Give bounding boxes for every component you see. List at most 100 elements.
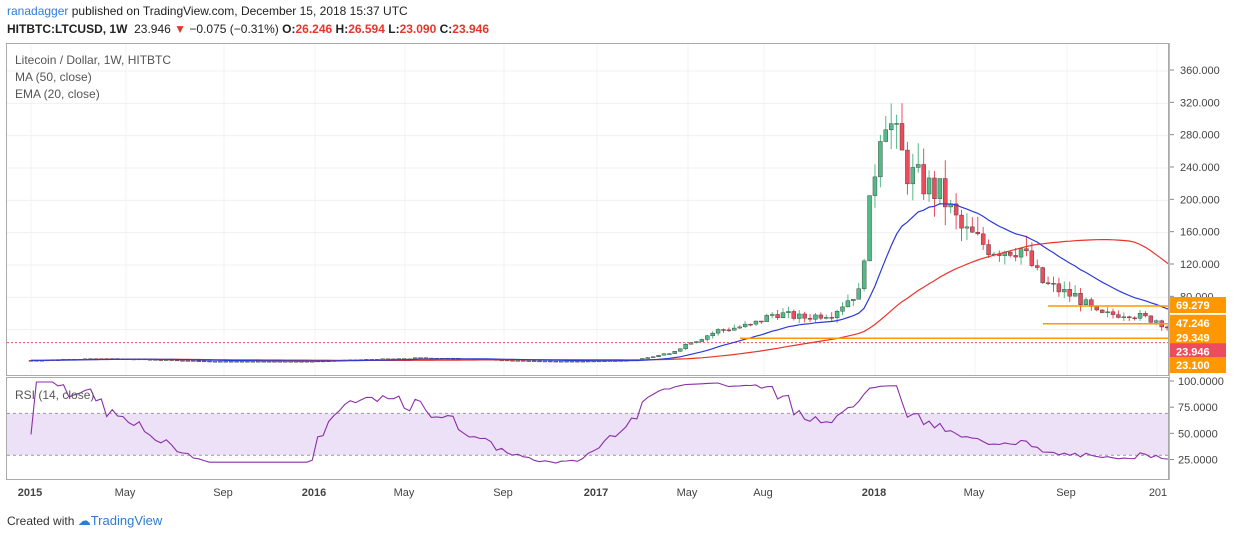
candle bbox=[980, 233, 986, 245]
candle bbox=[1083, 299, 1089, 305]
time-tick-label: 2016 bbox=[302, 487, 326, 499]
time-axis[interactable]: 2015 May Sep 2016 May Sep 2017 May Aug 2018 May Sep… bbox=[0, 481, 1234, 505]
rsi-chart[interactable] bbox=[7, 378, 1211, 479]
candle bbox=[791, 311, 797, 319]
candle bbox=[769, 314, 775, 316]
resistance-tag-69: 69.279 bbox=[1176, 300, 1210, 312]
support-tag-29-bg bbox=[1170, 329, 1226, 346]
rsi-pane[interactable] bbox=[6, 377, 1211, 480]
candle bbox=[721, 329, 726, 331]
candle bbox=[732, 327, 737, 331]
candle bbox=[1137, 312, 1143, 319]
candle bbox=[926, 177, 932, 195]
ohlc-line: HITBTC:LTCUSD, 1W 23.946 ▼ −0.075 (−0.31… bbox=[7, 22, 489, 36]
rsi-tick-label: 25.0000 bbox=[1178, 455, 1218, 467]
candle bbox=[775, 314, 780, 318]
ema-legend: EMA (20, close) bbox=[15, 87, 100, 101]
candle bbox=[759, 320, 764, 323]
candle bbox=[661, 353, 667, 356]
price-pane[interactable] bbox=[6, 43, 1213, 376]
candle bbox=[813, 314, 818, 320]
candle bbox=[726, 329, 732, 332]
candle bbox=[683, 344, 688, 349]
candle bbox=[245, 360, 250, 363]
time-tick-label: Sep bbox=[213, 487, 233, 499]
price-tick-label: 240.000 bbox=[1180, 162, 1220, 174]
candle bbox=[937, 178, 943, 199]
close-value: 23.946 bbox=[452, 22, 489, 36]
tradingview-logo-icon[interactable]: ☁ bbox=[77, 513, 91, 528]
candle bbox=[542, 360, 548, 363]
candle bbox=[537, 360, 542, 363]
candle bbox=[1127, 316, 1132, 319]
price-axis[interactable]: 360.000 320.000 280.000 240.000 200.000 160.0… bbox=[1169, 43, 1228, 480]
time-tick-label: 2018 bbox=[862, 487, 886, 499]
time-tick-label: 2017 bbox=[584, 487, 608, 499]
ma-50-line bbox=[30, 239, 1211, 361]
time-tick-label: 201 bbox=[1149, 487, 1167, 499]
chart-title: Litecoin / Dollar, 1W, HITBTC bbox=[15, 53, 172, 67]
candle bbox=[878, 141, 883, 178]
candle bbox=[667, 353, 672, 355]
time-tick-label: May bbox=[677, 487, 698, 499]
candle bbox=[867, 195, 872, 262]
candle bbox=[1116, 314, 1121, 318]
candle bbox=[916, 164, 921, 168]
low-value: 23.090 bbox=[399, 22, 437, 36]
candle bbox=[905, 149, 910, 185]
candle bbox=[1072, 293, 1078, 297]
candle bbox=[802, 313, 807, 319]
candle bbox=[699, 339, 705, 342]
candle bbox=[872, 176, 878, 196]
resistance-tag-69-bg bbox=[1170, 296, 1226, 313]
candle bbox=[883, 129, 888, 142]
candle bbox=[932, 177, 937, 199]
candle bbox=[1094, 306, 1099, 311]
rsi-legend: RSI (14, close) bbox=[15, 388, 95, 402]
candle bbox=[1067, 289, 1072, 297]
candle bbox=[899, 123, 905, 151]
candle bbox=[580, 360, 586, 363]
candle bbox=[185, 360, 191, 362]
tradingview-brand[interactable]: TradingView bbox=[90, 513, 163, 528]
candle bbox=[964, 226, 970, 229]
candle bbox=[196, 360, 201, 363]
time-tick-label: Aug bbox=[753, 487, 773, 499]
candle bbox=[1132, 317, 1137, 320]
candle bbox=[921, 164, 926, 195]
candle bbox=[526, 360, 531, 362]
rsi-tick-label: 50.0000 bbox=[1178, 428, 1218, 440]
candle bbox=[256, 360, 261, 363]
candle bbox=[1029, 250, 1035, 266]
last-price: 23.946 bbox=[134, 22, 171, 36]
candle bbox=[218, 360, 223, 363]
resistance-tag-47: 47.246 bbox=[1176, 318, 1210, 330]
candle bbox=[239, 360, 245, 363]
open-value: 26.246 bbox=[295, 22, 333, 36]
time-tick-label: May bbox=[115, 487, 136, 499]
candle bbox=[861, 260, 867, 289]
candle bbox=[1062, 289, 1067, 293]
candle bbox=[553, 360, 558, 363]
low-label: L: bbox=[388, 22, 400, 36]
candle bbox=[748, 323, 753, 326]
low-price-tag-bg bbox=[1170, 357, 1226, 374]
candle bbox=[840, 306, 845, 312]
candle bbox=[943, 178, 948, 208]
candle bbox=[1110, 311, 1116, 315]
rsi-line bbox=[30, 381, 1211, 467]
candle bbox=[705, 335, 710, 340]
price-tick-label: 280.000 bbox=[1180, 130, 1220, 142]
candle bbox=[521, 360, 526, 362]
author-link[interactable]: ranadagger bbox=[7, 4, 69, 18]
candle bbox=[207, 360, 212, 363]
candle bbox=[807, 318, 813, 320]
candle bbox=[851, 299, 856, 301]
candle bbox=[234, 360, 239, 363]
candle bbox=[531, 360, 537, 362]
candle bbox=[780, 312, 786, 318]
price-chart[interactable] bbox=[7, 44, 1213, 375]
candle bbox=[845, 300, 851, 308]
rsi-tick-label: 75.0000 bbox=[1178, 402, 1218, 414]
open-label: O: bbox=[282, 22, 296, 36]
